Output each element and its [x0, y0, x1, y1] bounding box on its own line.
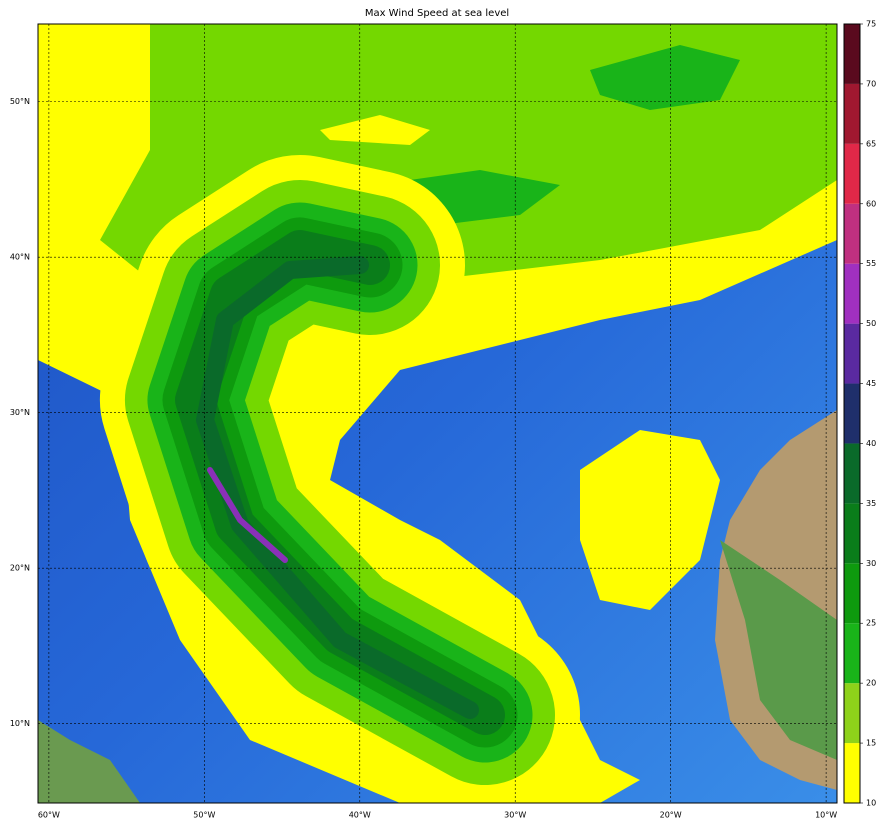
x-tick-label: 60°W: [38, 811, 60, 820]
colorbar-label: 60: [866, 199, 876, 208]
colorbar-segment: [844, 383, 860, 444]
land-south-america: [38, 720, 140, 803]
colorbar-segment: [844, 563, 860, 624]
wind-10-15-east: [580, 430, 720, 610]
x-tick-label: 20°W: [660, 811, 682, 820]
colorbar: 10 15 20 25 30 35 40 45 50 55 60 65 70 75: [844, 20, 876, 808]
colorbar-segment: [844, 743, 860, 803]
colorbar-segment: [844, 263, 860, 324]
colorbar-segment: [844, 143, 860, 204]
map-body: [38, 24, 837, 803]
colorbar-label: 50: [866, 319, 876, 328]
y-tick-label: 50°N: [10, 97, 30, 106]
y-tick-label: 40°N: [10, 253, 30, 262]
colorbar-label: 35: [866, 499, 876, 508]
x-tick-label: 40°W: [349, 811, 371, 820]
graticule: [38, 24, 837, 803]
x-tick-label: 10°W: [815, 811, 837, 820]
colorbar-label: 70: [866, 79, 876, 88]
colorbar-segment: [844, 503, 860, 564]
wind-20-25-patch2: [590, 45, 740, 110]
colorbar-label: 55: [866, 259, 876, 268]
colorbar-segment: [844, 203, 860, 264]
colorbar-segment: [844, 24, 860, 84]
map-title: Max Wind Speed at sea level: [365, 8, 509, 19]
y-tick-label: 20°N: [10, 564, 30, 573]
colorbar-segment: [844, 623, 860, 684]
wind-10-15-patch: [320, 115, 430, 145]
colorbar-label: 40: [866, 439, 876, 448]
colorbar-label: 45: [866, 379, 876, 388]
land-africa-green: [720, 540, 837, 760]
storm-track: [100, 155, 580, 803]
colorbar-segment: [844, 683, 860, 744]
colorbar-label: 20: [866, 679, 876, 688]
x-tick-label: 30°W: [504, 811, 526, 820]
colorbar-label: 65: [866, 139, 876, 148]
y-tick-label: 10°N: [10, 719, 30, 728]
colorbar-frame: [843, 23, 861, 804]
colorbar-label: 15: [866, 739, 876, 748]
colorbar-segment: [844, 443, 860, 504]
colorbar-label: 75: [866, 20, 876, 29]
x-tick-label: 50°W: [193, 811, 215, 820]
colorbar-label: 30: [866, 559, 876, 568]
colorbar-segment: [844, 83, 860, 144]
colorbar-segment: [844, 323, 860, 384]
map-frame: [37, 23, 838, 804]
y-tick-label: 30°N: [10, 408, 30, 417]
colorbar-label: 25: [866, 619, 876, 628]
colorbar-label: 10: [866, 799, 876, 808]
